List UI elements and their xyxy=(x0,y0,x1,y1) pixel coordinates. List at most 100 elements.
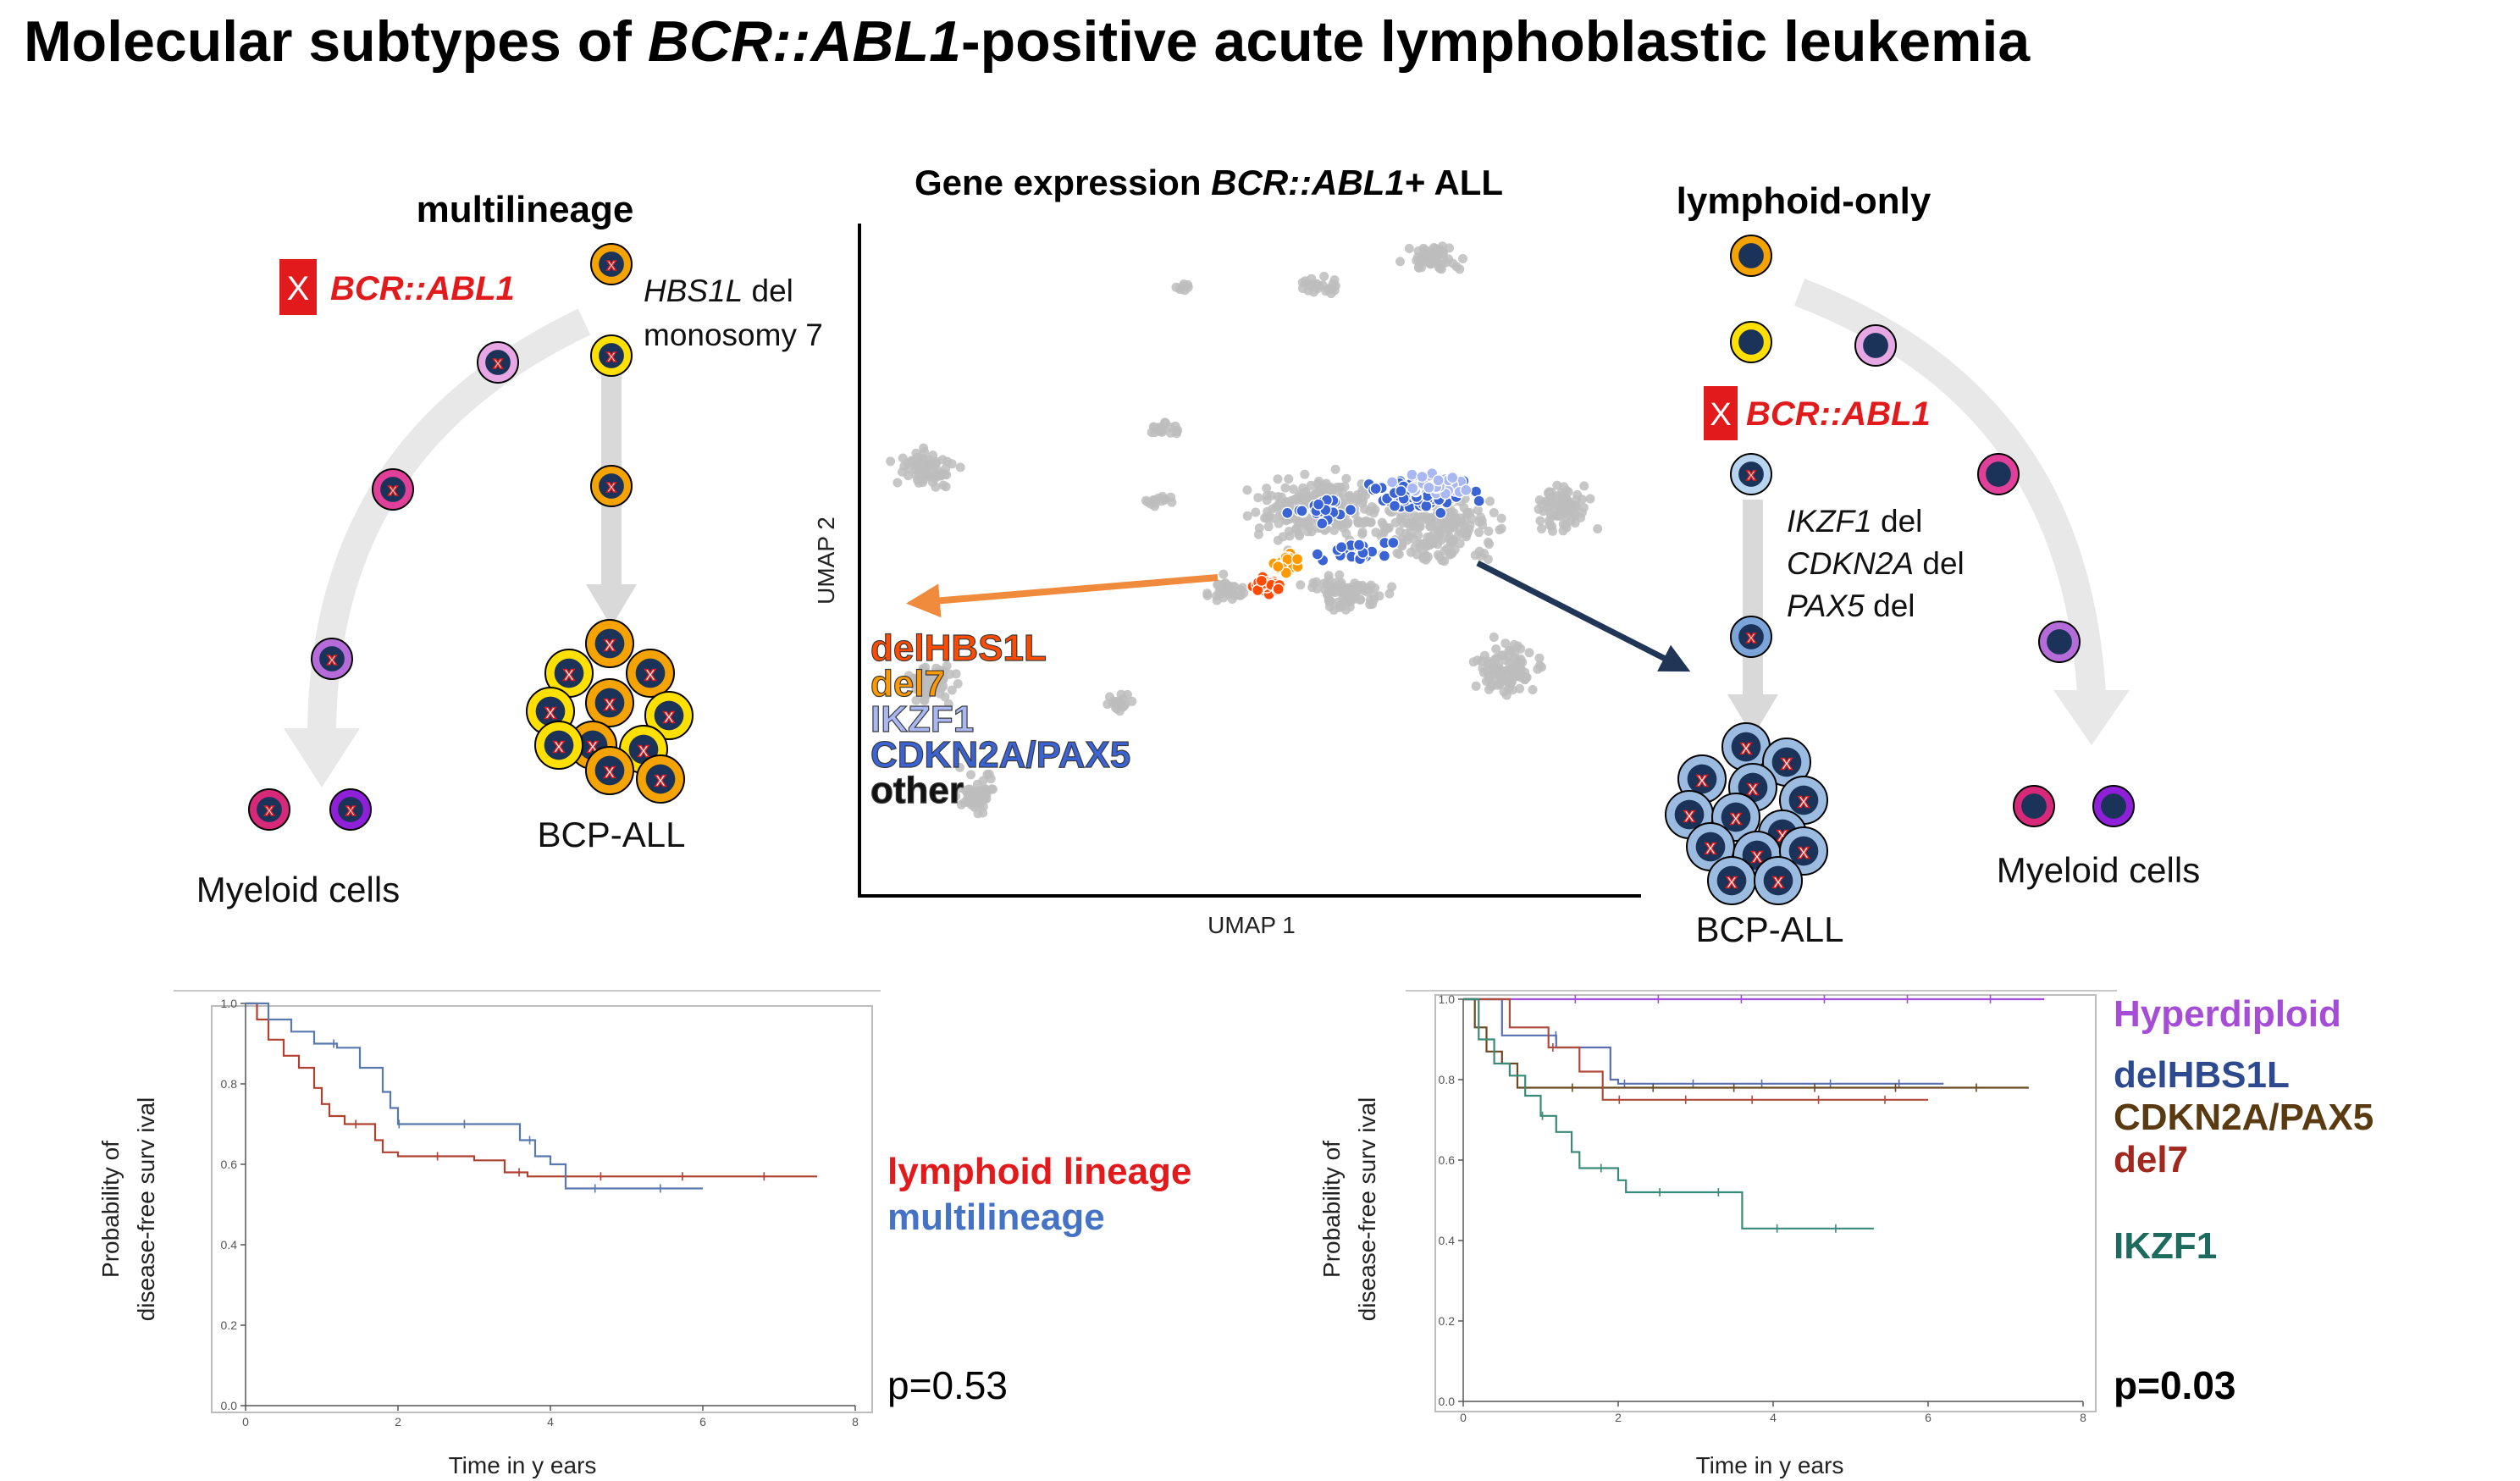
fusion-x-box-right xyxy=(1704,386,1738,440)
umap-point-other xyxy=(1262,484,1272,494)
umap-point-del7 xyxy=(1290,553,1304,566)
umap-point-other xyxy=(1338,523,1348,533)
umap-point-other xyxy=(1484,526,1494,536)
umap-point-ikzf1 xyxy=(1423,481,1435,494)
umap-point-other xyxy=(1148,495,1158,506)
umap-point-other xyxy=(1356,594,1366,605)
umap-point-other xyxy=(1158,491,1168,501)
km-right-legend-del7: del7 xyxy=(2114,1139,2188,1180)
umap-point-other xyxy=(1213,580,1223,590)
km-right-p-value: p=0.03 xyxy=(2114,1363,2236,1407)
pro-b-cell-right: x xyxy=(1730,453,1772,495)
km-y-tick-label: 0.2 xyxy=(1439,1314,1456,1328)
umap-point-other xyxy=(1353,518,1363,528)
umap-point-other xyxy=(1300,469,1310,479)
umap-point-other xyxy=(1438,241,1447,251)
umap-point-other xyxy=(1362,583,1372,593)
umap-point-other xyxy=(1384,589,1395,599)
x-mark-icon: x xyxy=(1798,789,1810,812)
umap-point-cdkn2a xyxy=(1335,541,1348,554)
umap-point-other xyxy=(899,461,909,471)
umap-point-other xyxy=(1418,253,1429,263)
umap-x-label: UMAP 1 xyxy=(1208,912,1296,938)
hsc-cell: x xyxy=(590,243,633,285)
bcp-cluster-cell: x xyxy=(544,649,594,698)
x-mark-icon: x xyxy=(1772,870,1784,892)
umap-point-other xyxy=(956,799,966,810)
umap-point-other xyxy=(1485,671,1495,682)
x-mark-icon: x xyxy=(1683,804,1695,826)
umap-point-other xyxy=(918,664,928,674)
umap-point-other xyxy=(1563,487,1573,497)
umap-point-other xyxy=(987,784,998,794)
myeloid-arrowhead xyxy=(284,728,360,787)
umap-point-other xyxy=(1544,516,1554,526)
umap-point-other xyxy=(1263,522,1274,532)
umap-point-other xyxy=(1509,639,1519,649)
umap-point-other xyxy=(1549,502,1559,512)
umap-point-other xyxy=(1492,653,1501,663)
umap-point-other xyxy=(1434,552,1445,561)
km-right-axes: 0 2 4 6 8 0.0 0.2 0.4 0.6 0.8 1.0 xyxy=(1439,992,2087,1424)
umap-point-other xyxy=(1552,480,1562,490)
km-right-curves xyxy=(1463,995,2045,1233)
umap-point-other xyxy=(1413,522,1423,533)
km-plot-left: 0 2 4 6 8 0.0 0.2 0.4 0.6 0.8 1.0 Time in y ears P… xyxy=(97,990,1191,1478)
umap-point-other xyxy=(1380,523,1390,533)
umap-point-other xyxy=(1458,254,1467,263)
umap-point-other xyxy=(928,450,938,461)
km-x-tick-label: 4 xyxy=(1770,1411,1777,1424)
umap-point-other xyxy=(926,458,937,468)
umap-point-other xyxy=(1271,502,1281,512)
umap-point-other xyxy=(1440,545,1450,555)
x-mark-icon: x xyxy=(1751,844,1763,867)
umap-scatter xyxy=(886,241,1603,819)
umap-point-other xyxy=(1566,504,1575,514)
umap-point-other xyxy=(1171,282,1181,292)
umap-point-other xyxy=(1357,528,1368,537)
umap-point-other xyxy=(1438,253,1448,263)
umap-point-other xyxy=(1341,473,1351,484)
x-mark-icon: x xyxy=(1740,736,1752,759)
umap-point-other xyxy=(1338,593,1348,603)
x-mark-icon: x xyxy=(604,633,616,655)
umap-point-other xyxy=(1324,571,1334,581)
bcp-cluster-cell-right: x xyxy=(1707,856,1756,905)
x-mark-icon: x xyxy=(1798,840,1810,863)
km-x-tick-label: 2 xyxy=(395,1415,401,1429)
umap-point-other xyxy=(1235,585,1246,595)
umap-point-other xyxy=(1413,530,1423,540)
umap-point-other xyxy=(1219,587,1229,597)
km-left-legend-lymphoid: lymphoid lineage xyxy=(887,1151,1191,1192)
umap-point-other xyxy=(1251,507,1261,517)
bcp-all-label-right: BCP-ALL xyxy=(1695,909,1843,949)
km-left-y-label-1: Probability of xyxy=(97,1141,124,1278)
umap-point-other xyxy=(947,685,957,695)
umap-point-cdkn2a xyxy=(1420,500,1433,512)
umap-legend-ikzf1: IKZF1 xyxy=(870,699,974,740)
umap-point-other xyxy=(1484,660,1494,669)
umap-point-cdkn2a xyxy=(1311,548,1324,561)
umap-point-ikzf1 xyxy=(1432,474,1445,487)
umap-point-cdkn2a xyxy=(1369,482,1382,495)
km-y-tick-label: 0.8 xyxy=(1439,1073,1456,1086)
umap-point-other xyxy=(1253,493,1263,503)
umap-point-other xyxy=(1353,580,1363,590)
umap-point-other xyxy=(1319,271,1329,281)
fusion-label-right: BCR::ABL1 xyxy=(1746,395,1931,433)
progenitor-cell-right xyxy=(1730,321,1772,363)
umap-point-other xyxy=(1537,662,1546,672)
km-x-tick-label: 8 xyxy=(852,1415,859,1429)
km-y-tick-label: 0.4 xyxy=(221,1238,238,1252)
umap-point-other xyxy=(914,478,924,488)
km-x-tick-label: 8 xyxy=(2080,1411,2086,1424)
umap-point-other xyxy=(1561,520,1571,530)
km-curve-lymphoid-lineage xyxy=(246,1002,817,1178)
umap-point-del7 xyxy=(1272,561,1285,573)
multilineage-heading: multilineage xyxy=(417,189,634,230)
km-curve-ikzf1 xyxy=(1463,997,1874,1230)
umap-point-other xyxy=(1224,581,1235,591)
umap-point-other xyxy=(1491,644,1501,654)
umap-point-other xyxy=(1335,570,1345,580)
